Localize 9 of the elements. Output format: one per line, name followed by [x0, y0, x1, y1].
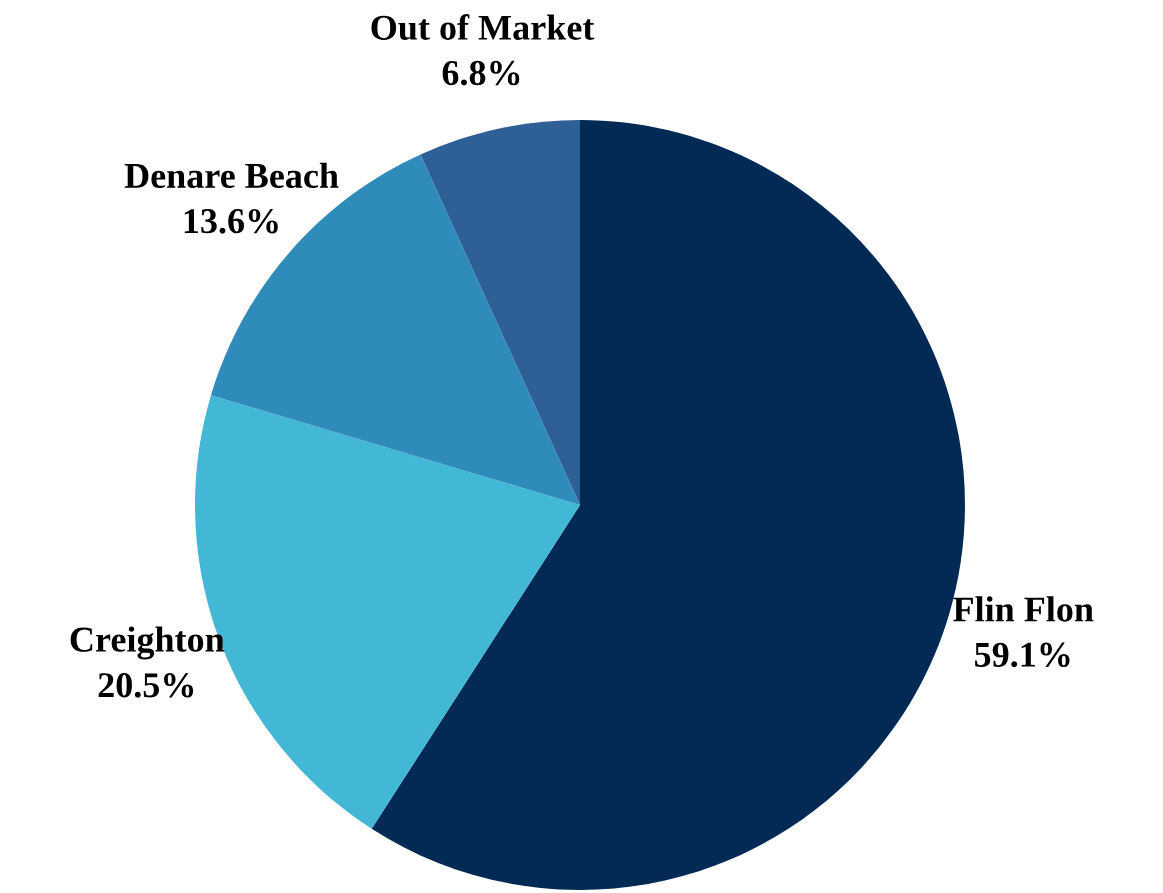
slice-label: Out of Market [371, 14, 595, 40]
slice-label: Denare Beach [124, 162, 339, 189]
slice-label: Creighton [70, 626, 225, 660]
data-label: 20.5% [98, 673, 194, 698]
data-label: 13.6% [184, 208, 278, 234]
pie-slice [420, 120, 580, 505]
data-label: 59.1% [975, 642, 1070, 668]
slice-label: Flin Flon [953, 596, 1094, 622]
data-label: 6.8% [442, 60, 520, 86]
